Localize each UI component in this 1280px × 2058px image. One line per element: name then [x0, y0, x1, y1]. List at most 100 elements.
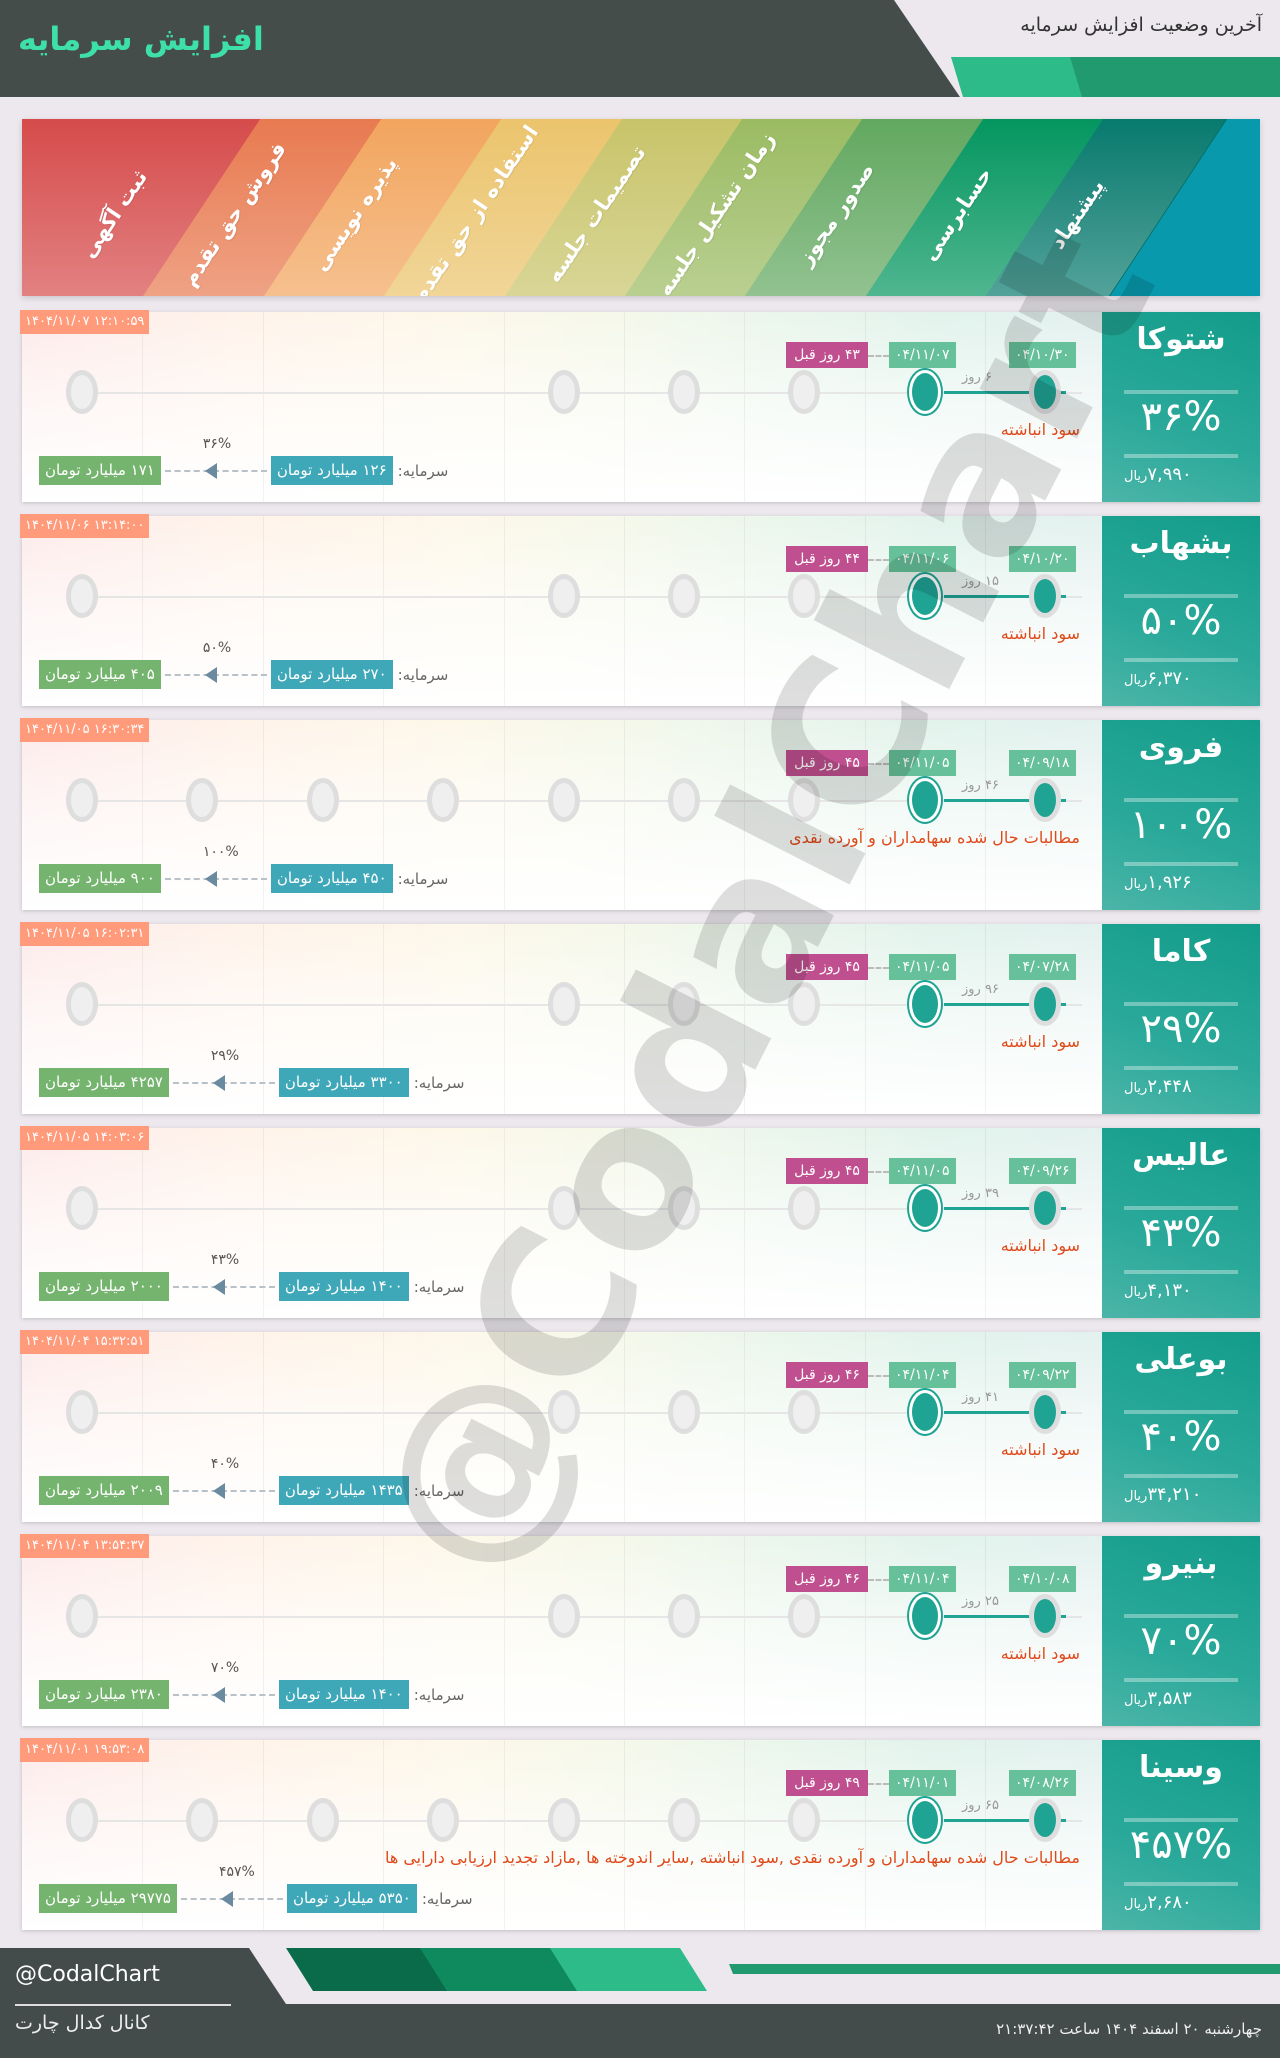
stage-dot [1029, 1390, 1062, 1434]
stage-dot [547, 1798, 580, 1842]
price-value: ۲,۶۸۰ [1147, 1892, 1192, 1913]
increase-percent: ۲۹% [1140, 1006, 1222, 1052]
divider [1124, 454, 1238, 458]
stage-dot [788, 370, 821, 414]
ticker-name[interactable]: کاما [1151, 934, 1211, 969]
stage-dot [668, 1390, 700, 1434]
stat-panel: فروی ۱۰۰% ۱,۹۲۶ریال [1102, 720, 1260, 910]
days-between: ۴۶ روز [962, 778, 999, 793]
stage-dot [66, 1390, 98, 1434]
stage-dot [547, 1594, 580, 1638]
stat-panel: بنیرو ۷۰% ۳,۵۸۳ریال [1102, 1536, 1260, 1726]
stage-divider [624, 1536, 625, 1726]
divider [1124, 390, 1238, 394]
stage-dot [66, 982, 98, 1026]
price-value: ۳,۵۸۳ [1147, 1688, 1192, 1709]
capital-increase-card[interactable]: ۲۵ روز ۱۴۰۴/۱۱/۰۴ ۱۳:۵۴:۳۷ ۰۴/۱۰/۰۸ ۰۴/۱۱/۰… [20, 1534, 1260, 1726]
currency-label: ریال [1124, 673, 1148, 688]
timestamp-badge: ۱۴۰۴/۱۱/۰۵ ۱۶:۳۰:۳۴ [20, 718, 150, 742]
capital-increase-card[interactable]: ۴۶ روز ۱۴۰۴/۱۱/۰۵ ۱۶:۳۰:۳۴ ۰۴/۰۹/۱۸ ۰۴/۱۱/۰… [20, 718, 1260, 910]
stage-dot [668, 1594, 700, 1638]
increase-percent: ۵۰% [1140, 598, 1222, 644]
ticker-name[interactable]: عالیس [1132, 1138, 1230, 1173]
capital-arrow: ۴۵۷% [177, 1864, 287, 1913]
footer-thin-stripe [729, 1964, 1280, 1974]
arrow-left-icon [212, 1075, 225, 1091]
current-capital-box: ۱۴۳۵ میلیارد تومان [278, 1476, 409, 1505]
dashed-connector [868, 559, 889, 561]
days-ago-badge: ۴۳ روز قبل [786, 342, 868, 368]
stage-dot [788, 778, 821, 822]
capital-increase-card[interactable]: ۱۵ روز ۱۴۰۴/۱۱/۰۶ ۱۳:۱۴:۰۰ ۰۴/۱۰/۲۰ ۰۴/۱۱/۰… [20, 514, 1260, 706]
funding-source: سود انباشته [1000, 1440, 1080, 1459]
footer-handle[interactable]: @CodalChart [15, 1962, 160, 1987]
stage-dot [186, 1798, 219, 1842]
stage-divider [864, 1536, 866, 1726]
stage-divider [864, 1332, 866, 1522]
stage-dot [186, 778, 219, 822]
ticker-name[interactable]: فروی [1138, 730, 1224, 765]
ticker-name[interactable]: بوعلی [1134, 1342, 1228, 1377]
stage-divider [985, 1536, 987, 1726]
ticker-name[interactable]: وسینا [1139, 1750, 1223, 1785]
audit-date-badge: ۰۴/۱۱/۰۵ [889, 750, 956, 776]
stage-dot [668, 1798, 700, 1842]
divider [1124, 1410, 1238, 1414]
stage-divider [383, 312, 385, 502]
stage-divider [383, 924, 385, 1114]
days-ago-badge: ۴۵ روز قبل [786, 750, 868, 776]
stage-divider [262, 312, 264, 502]
new-capital-box: ۱۷۱ میلیارد تومان [39, 456, 161, 485]
capital-increase-card[interactable]: ۴۱ روز ۱۴۰۴/۱۱/۰۴ ۱۵:۳۲:۵۱ ۰۴/۰۹/۲۲ ۰۴/۱۱/۰… [20, 1330, 1260, 1522]
divider [1124, 1066, 1238, 1070]
audit-date-badge: ۰۴/۱۱/۰۱ [889, 1770, 956, 1796]
stage-divider [744, 516, 746, 706]
days-ago-badge: ۴۶ روز قبل [786, 1566, 868, 1592]
price-value: ۲,۴۴۸ [1147, 1076, 1192, 1097]
divider [1124, 1002, 1238, 1006]
stage-divider [262, 1740, 264, 1930]
divider [1124, 862, 1238, 866]
footer-channel-name: کانال کدال چارت [15, 2012, 150, 2034]
stage-divider [864, 312, 866, 502]
timeline-track [82, 1412, 1082, 1414]
price-value: ۴,۱۳۰ [1147, 1280, 1192, 1301]
ticker-name[interactable]: شتوکا [1136, 322, 1226, 357]
footer-date: چهارشنبه ۲۰ اسفند ۱۴۰۴ ساعت ۲۱:۳۷:۴۲ [996, 2020, 1262, 2038]
capital-increase-card[interactable]: ۶ روز ۱۴۰۴/۱۱/۰۷ ۱۲:۱۰:۵۹ ۰۴/۱۰/۳۰ ۰۴/۱۱/۰۷… [20, 310, 1260, 502]
capital-arrow: ۳۶% [161, 436, 271, 485]
currency-label: ریال [1124, 1081, 1148, 1096]
stage-divider [624, 1332, 625, 1522]
stage-divider [142, 312, 144, 502]
ticker-name[interactable]: بنیرو [1144, 1546, 1218, 1581]
stage-divider [624, 720, 625, 910]
capital-increase-card[interactable]: ۳۹ روز ۱۴۰۴/۱۱/۰۵ ۱۴:۰۳:۰۶ ۰۴/۰۹/۲۶ ۰۴/۱۱/۰… [20, 1126, 1260, 1318]
new-capital-box: ۲۹۷۷۵ میلیارد تومان [39, 1884, 177, 1913]
current-capital-box: ۴۵۰ میلیارد تومان [270, 864, 393, 893]
stage-dot [1029, 574, 1062, 618]
proposal-date-badge: ۰۴/۰۹/۲۶ [1009, 1158, 1076, 1184]
stage-dot [66, 370, 98, 414]
timeline-progress [944, 799, 1066, 802]
currency-label: ریال [1124, 1693, 1148, 1708]
stage-dot [547, 370, 580, 414]
days-between: ۱۵ روز [962, 574, 999, 589]
dashed-connector [868, 1171, 889, 1173]
stage-divider [503, 720, 505, 910]
timeline-track [82, 392, 1082, 394]
increase-percent-label: ۴۳% [210, 1252, 240, 1268]
stage-divider [383, 1128, 385, 1318]
days-ago-badge: ۴۶ روز قبل [786, 1362, 868, 1388]
ticker-name[interactable]: بشهاب [1129, 526, 1233, 561]
capital-increase-card[interactable]: ۹۶ روز ۱۴۰۴/۱۱/۰۵ ۱۶:۰۲:۳۱ ۰۴/۰۷/۲۸ ۰۴/۱۱/۰… [20, 922, 1260, 1114]
funding-source: سود انباشته [1000, 1644, 1080, 1663]
capital-change: ۲۰۰۹ میلیارد تومان ۴۰% ۱۴۳۵ میلیارد توما… [39, 1456, 464, 1505]
currency-label: ریال [1124, 1897, 1148, 1912]
audit-date-badge: ۰۴/۱۱/۰۷ [889, 342, 956, 368]
new-capital-box: ۲۳۸۰ میلیارد تومان [39, 1680, 169, 1709]
timeline-progress [944, 1003, 1066, 1006]
stage-dot [66, 1186, 98, 1230]
capital-increase-card[interactable]: ۶۵ روز ۱۴۰۴/۱۱/۰۱ ۱۹:۵۳:۰۸ ۰۴/۰۸/۲۶ ۰۴/۱۱/۰… [20, 1738, 1260, 1930]
capital-arrow: ۴۰% [169, 1456, 279, 1505]
increase-percent: ۴۳% [1140, 1210, 1222, 1256]
